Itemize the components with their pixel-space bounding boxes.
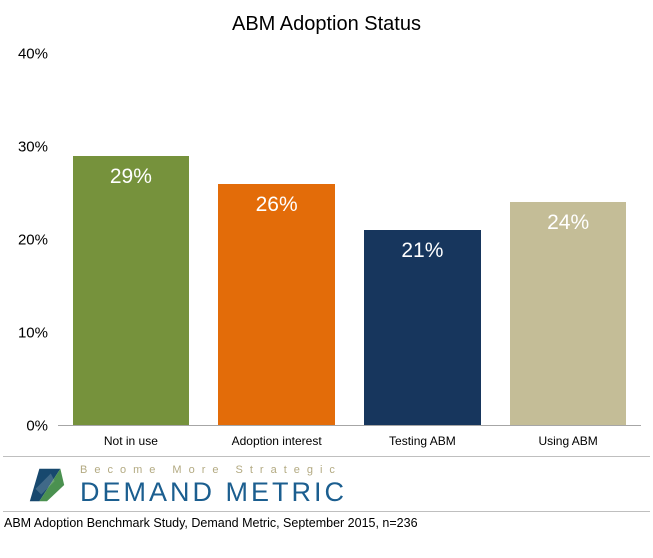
bar-using-abm: 24%: [509, 202, 627, 425]
logo-tagline: Become More Strategic: [80, 464, 342, 476]
y-tick-label: 20%: [17, 231, 48, 249]
x-axis: Not in use Adoption interest Testing ABM Us…: [58, 426, 641, 456]
chart-title: ABM Adoption Status: [231, 13, 421, 35]
x-tick-label: Not in use: [103, 434, 158, 448]
x-tick-label: Using ABM: [538, 434, 598, 448]
plot-wrap: 29% 26% 21% 24% Not in use Adoption interest…: [58, 54, 641, 456]
bar-chart: 0% 10% 20% 30% 40% 29% 26% 21% 24% Not in use Ad…: [0, 46, 653, 456]
bar-value-label: 29%: [109, 165, 152, 189]
y-tick-label: 0%: [26, 417, 48, 435]
divider-line-bottom: [3, 511, 650, 512]
plot-area: 29% 26% 21% 24%: [58, 54, 641, 426]
y-tick-label: 30%: [17, 138, 48, 156]
source-caption: ABM Adoption Benchmark Study, Demand Met…: [4, 516, 418, 530]
x-tick-label: Testing ABM: [389, 434, 456, 448]
bar-slot: 21%: [350, 54, 496, 425]
demand-metric-logo-icon: [29, 468, 65, 502]
bar-slot: 26%: [204, 54, 350, 425]
y-tick-label: 10%: [17, 324, 48, 342]
bar-value-label: 21%: [401, 239, 444, 263]
logo-text: Become More Strategic DEMAND METRIC: [80, 464, 347, 506]
x-tick-label: Adoption interest: [231, 434, 322, 448]
bar-testing-abm: 21%: [364, 230, 481, 425]
bar-adoption-interest: 26%: [218, 183, 335, 425]
footer: Become More Strategic DEMAND METRIC: [0, 457, 653, 511]
bar-not-in-use: 29%: [72, 156, 190, 425]
bar-value-label: 24%: [547, 211, 590, 235]
bar-slot: 24%: [495, 54, 641, 425]
y-axis: 0% 10% 20% 30% 40%: [0, 46, 58, 435]
bar-value-label: 26%: [255, 192, 298, 216]
divider-line-top: [3, 456, 650, 457]
logo-brand-name: DEMAND METRIC: [80, 477, 347, 507]
y-tick-label: 40%: [17, 45, 48, 63]
bar-slot: 29%: [58, 54, 204, 425]
